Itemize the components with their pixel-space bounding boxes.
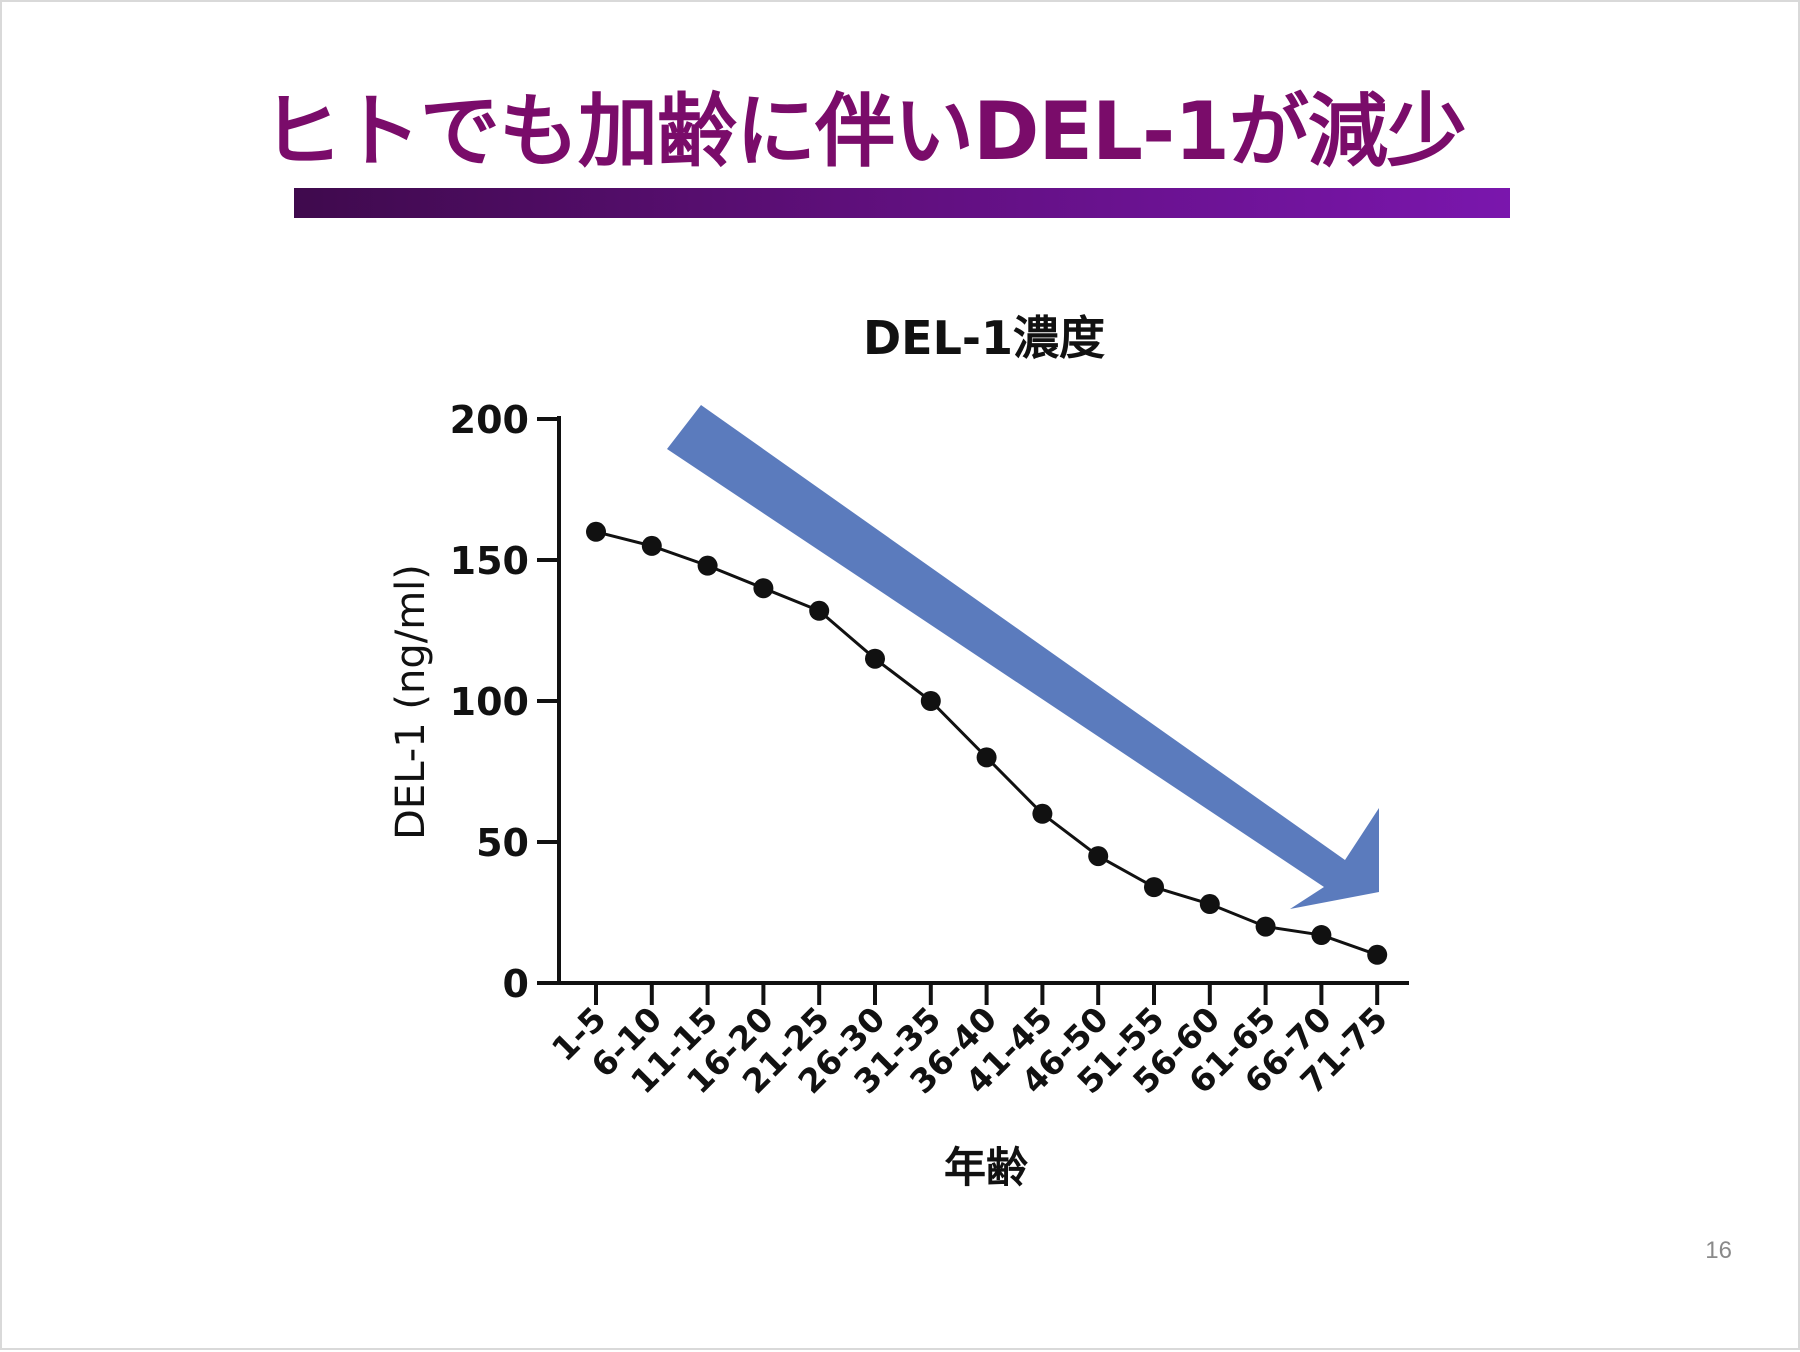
data-point <box>641 535 662 556</box>
data-point <box>1199 894 1220 915</box>
page-number: 16 <box>1705 1237 1732 1264</box>
series-line <box>595 530 1378 957</box>
data-point <box>1367 944 1388 965</box>
data-point <box>1032 803 1053 824</box>
slide-title: ヒトでも加齢に伴いDEL-1が減少 <box>262 85 1467 178</box>
data-point <box>976 747 997 768</box>
chart-title: DEL-1濃度 <box>863 311 1105 365</box>
data-point <box>1144 877 1164 898</box>
data-point <box>753 578 774 599</box>
data-point <box>1255 916 1276 937</box>
data-point <box>586 521 606 542</box>
x-axis-label: 年齢 <box>944 1143 1028 1192</box>
y-tick-label: 200 <box>450 398 529 442</box>
data-point <box>809 600 830 621</box>
data-point <box>1088 846 1109 867</box>
title-underline-bar <box>294 188 1510 218</box>
data-point <box>1311 925 1332 946</box>
data-point <box>697 555 718 576</box>
y-tick-label: 50 <box>476 821 529 865</box>
data-point <box>920 691 941 711</box>
y-tick-label: 0 <box>503 962 529 1006</box>
data-point <box>865 648 885 669</box>
y-axis-label: DEL-1 (ng/ml) <box>388 564 434 840</box>
trend-arrow <box>667 405 1379 909</box>
y-tick-label: 150 <box>450 539 529 583</box>
y-tick-label: 100 <box>450 680 529 724</box>
